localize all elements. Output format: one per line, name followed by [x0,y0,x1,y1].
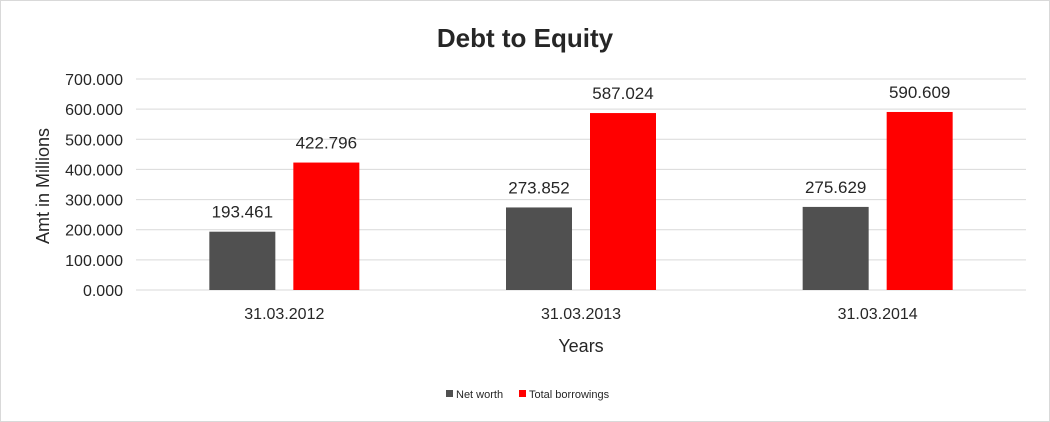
bar [506,207,572,290]
legend-swatch [446,390,453,397]
data-label: 587.024 [592,84,653,103]
x-axis-ticks: 31.03.2012 31.03.2013 31.03.2014 [244,306,918,323]
y-tick-label: 200.000 [65,223,123,240]
x-tick-label: 31.03.2012 [244,306,324,323]
data-label: 273.852 [508,178,569,197]
data-label: 422.796 [296,134,357,153]
bar [802,206,869,290]
y-tick-label: 600.000 [65,102,123,119]
data-label: 275.629 [805,178,866,197]
y-tick-label: 500.000 [65,132,123,149]
x-axis-title: Years [558,336,603,356]
y-axis-ticks: 0.000 100.000 200.000 300.000 400.000 500.000… [65,72,123,300]
chart-title: Debt to Equity [437,23,614,53]
y-tick-label: 400.000 [65,162,123,179]
legend: Net worth Total borrowings [446,389,610,401]
y-tick-label: 0.000 [83,283,123,300]
bar [886,111,953,290]
bar [590,113,656,290]
y-axis-title: Amt in Millions [33,128,53,244]
bars [209,111,953,290]
bar [209,231,276,290]
data-label: 193.461 [212,203,273,222]
legend-label: Net worth [456,389,503,401]
gridlines [136,78,1026,291]
x-tick-label: 31.03.2013 [541,306,621,323]
y-tick-label: 300.000 [65,193,123,210]
y-tick-label: 700.000 [65,72,123,89]
data-label: 590.609 [889,83,950,102]
bar [293,162,360,290]
legend-label: Total borrowings [529,389,610,401]
x-tick-label: 31.03.2014 [838,306,918,323]
legend-swatch [519,390,526,397]
y-tick-label: 100.000 [65,253,123,270]
data-labels: 193.461 422.796 273.852 587.024 275.629 590.6… [212,83,951,222]
